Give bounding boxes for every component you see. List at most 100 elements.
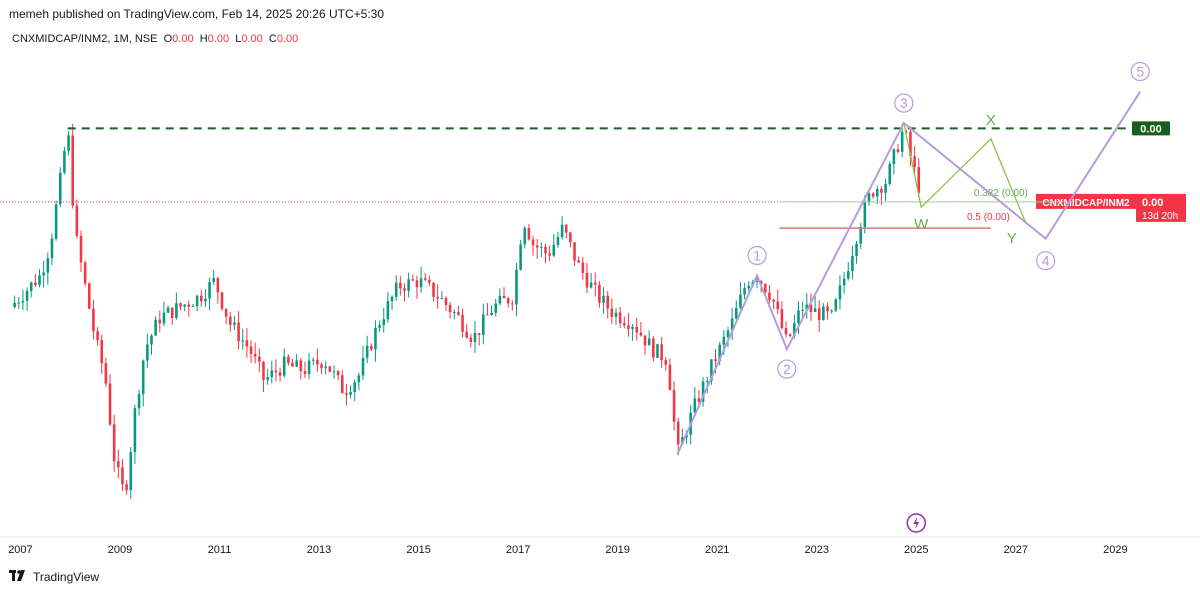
candle-body[interactable]	[274, 370, 278, 373]
candle-body[interactable]	[838, 285, 842, 300]
candle-body[interactable]	[660, 344, 663, 361]
candle-body[interactable]	[170, 307, 174, 318]
candle-body[interactable]	[311, 359, 315, 361]
candle-body[interactable]	[17, 302, 21, 304]
candle-body[interactable]	[399, 282, 402, 289]
candle-body[interactable]	[96, 331, 99, 341]
candle-body[interactable]	[892, 149, 896, 165]
candle-body[interactable]	[220, 292, 224, 309]
candle-body[interactable]	[191, 306, 195, 308]
candle-body[interactable]	[755, 281, 759, 283]
candle-body[interactable]	[705, 380, 709, 382]
candle-body[interactable]	[183, 304, 186, 307]
candle-body[interactable]	[867, 193, 871, 203]
candle-body[interactable]	[569, 232, 572, 243]
candle-body[interactable]	[809, 304, 813, 312]
candle-body[interactable]	[722, 336, 726, 345]
candle-body[interactable]	[846, 271, 850, 279]
candle-body[interactable]	[357, 375, 361, 383]
candle-body[interactable]	[258, 356, 261, 362]
wxy-correction-path[interactable]	[903, 122, 1027, 224]
candle-body[interactable]	[876, 189, 879, 197]
candle-body[interactable]	[195, 295, 199, 307]
candle-body[interactable]	[826, 306, 829, 312]
candle-body[interactable]	[842, 278, 846, 286]
candle-body[interactable]	[801, 309, 804, 311]
candle-body[interactable]	[577, 260, 580, 263]
candle-body[interactable]	[863, 202, 867, 227]
candle-body[interactable]	[548, 253, 551, 256]
candle-body[interactable]	[598, 284, 601, 303]
candle-body[interactable]	[324, 366, 327, 368]
candle-body[interactable]	[817, 308, 821, 320]
candle-body[interactable]	[394, 282, 398, 297]
candle-body[interactable]	[432, 282, 435, 297]
candle-body[interactable]	[647, 338, 651, 346]
candle-body[interactable]	[38, 275, 41, 286]
candle-body[interactable]	[884, 183, 887, 193]
candle-body[interactable]	[452, 311, 456, 313]
candle-body[interactable]	[710, 359, 713, 381]
candle-body[interactable]	[772, 299, 775, 302]
candle-body[interactable]	[79, 235, 83, 263]
candle-body[interactable]	[299, 360, 303, 372]
candle-body[interactable]	[714, 359, 717, 361]
candle-body[interactable]	[581, 262, 585, 273]
candle-body[interactable]	[34, 282, 37, 286]
candle-body[interactable]	[175, 303, 178, 318]
candle-body[interactable]	[693, 398, 697, 413]
candle-body[interactable]	[423, 278, 427, 280]
candle-body[interactable]	[461, 314, 464, 332]
candle-body[interactable]	[552, 244, 556, 256]
candle-body[interactable]	[229, 316, 232, 325]
candle-body[interactable]	[768, 292, 771, 300]
candle-body[interactable]	[365, 345, 369, 358]
candle-body[interactable]	[448, 305, 452, 312]
candle-body[interactable]	[880, 189, 883, 193]
candle-body[interactable]	[88, 283, 91, 309]
candle-body[interactable]	[328, 366, 332, 372]
candle-body[interactable]	[726, 330, 730, 337]
candle-body[interactable]	[560, 224, 564, 237]
candle-body[interactable]	[67, 135, 70, 151]
candle-body[interactable]	[473, 333, 477, 342]
candle-body[interactable]	[104, 363, 108, 384]
candle-body[interactable]	[436, 296, 439, 299]
candle-body[interactable]	[643, 335, 647, 346]
candle-body[interactable]	[610, 308, 614, 317]
candle-body[interactable]	[83, 262, 87, 284]
candle-body[interactable]	[42, 272, 45, 276]
candle-body[interactable]	[158, 319, 162, 324]
candle-body[interactable]	[523, 228, 527, 245]
candle-body[interactable]	[589, 282, 593, 288]
candle-body[interactable]	[166, 307, 170, 313]
candle-body[interactable]	[469, 337, 473, 342]
candle-body[interactable]	[764, 284, 767, 293]
candle-body[interactable]	[307, 360, 311, 375]
candle-body[interactable]	[486, 314, 489, 316]
candle-body[interactable]	[676, 421, 680, 445]
candle-body[interactable]	[623, 323, 626, 326]
candle-body[interactable]	[614, 312, 618, 317]
candle-body[interactable]	[154, 319, 157, 336]
candle-body[interactable]	[245, 340, 249, 347]
candle-body[interactable]	[162, 312, 166, 324]
candle-body[interactable]	[888, 164, 892, 184]
tradingview-logo-icon[interactable]	[9, 570, 29, 584]
candle-body[interactable]	[631, 327, 634, 329]
candle-body[interactable]	[909, 131, 912, 157]
candle-body[interactable]	[788, 334, 792, 336]
candle-body[interactable]	[564, 224, 568, 233]
candle-body[interactable]	[917, 167, 921, 193]
candle-body[interactable]	[502, 295, 506, 299]
candle-body[interactable]	[270, 370, 274, 378]
footer-brand[interactable]: TradingView	[33, 570, 100, 584]
candle-body[interactable]	[457, 311, 460, 315]
candle-body[interactable]	[92, 308, 95, 332]
candle-body[interactable]	[776, 301, 780, 310]
candle-body[interactable]	[805, 304, 809, 310]
candle-body[interactable]	[29, 282, 33, 291]
candle-body[interactable]	[386, 301, 390, 320]
candle-body[interactable]	[382, 319, 386, 326]
candle-body[interactable]	[618, 312, 622, 324]
